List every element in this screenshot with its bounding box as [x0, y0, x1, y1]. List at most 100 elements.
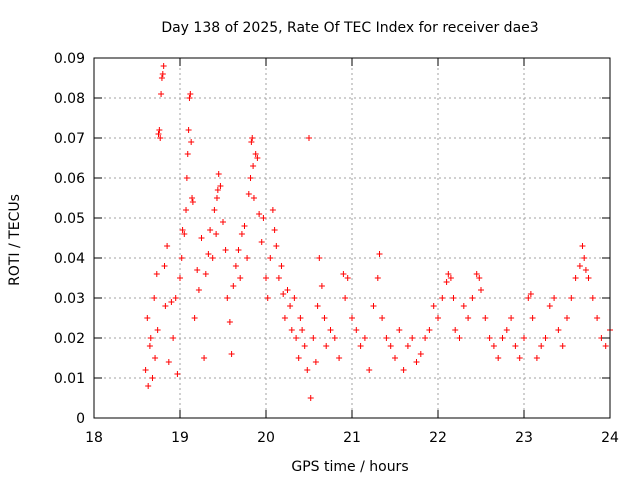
x-tick-label: 22: [429, 430, 447, 446]
x-tick-label: 19: [171, 430, 189, 446]
data-point: [281, 315, 288, 321]
data-point: [188, 139, 195, 145]
data-point: [310, 335, 317, 341]
data-point: [258, 239, 265, 245]
data-point: [164, 243, 171, 249]
data-point: [217, 183, 224, 189]
data-point: [426, 327, 433, 333]
data-point: [244, 255, 251, 261]
data-point: [409, 335, 416, 341]
data-point: [260, 215, 267, 221]
data-point: [581, 255, 588, 261]
y-tick-label: 0.04: [54, 251, 85, 267]
y-tick-label: 0.09: [54, 51, 85, 67]
x-tick-label: 20: [257, 430, 275, 446]
data-point: [249, 135, 256, 141]
data-point: [215, 171, 222, 177]
data-point: [172, 295, 179, 301]
data-point: [404, 343, 411, 349]
data-point: [162, 303, 169, 309]
data-point: [256, 211, 263, 217]
data-point: [198, 235, 205, 241]
y-tick-label: 0.07: [54, 131, 85, 147]
data-point: [201, 355, 208, 361]
data-point: [205, 251, 212, 257]
x-tick-label: 24: [601, 430, 619, 446]
data-point: [439, 295, 446, 301]
data-point: [318, 283, 325, 289]
data-point: [478, 287, 484, 293]
y-tick-label: 0.08: [54, 91, 85, 107]
data-point: [370, 303, 377, 309]
data-point: [516, 355, 523, 361]
data-point: [529, 315, 536, 321]
data-point: [214, 187, 221, 193]
data-point: [344, 275, 351, 281]
data-point: [576, 263, 583, 269]
data-point: [263, 275, 269, 281]
data-point: [152, 355, 159, 361]
data-point: [189, 199, 196, 205]
data-point: [447, 275, 454, 281]
data-points: [142, 63, 613, 401]
x-tick-label: 18: [85, 430, 103, 446]
data-point: [280, 291, 287, 297]
data-point: [189, 195, 196, 201]
data-point: [533, 355, 540, 361]
data-point: [304, 367, 311, 373]
data-point: [278, 263, 285, 269]
data-point: [379, 315, 386, 321]
data-point: [413, 359, 420, 365]
data-point: [161, 263, 168, 269]
data-point: [178, 255, 185, 261]
data-point: [248, 139, 255, 145]
data-point: [396, 327, 403, 333]
data-point: [146, 343, 153, 349]
data-point: [572, 275, 579, 281]
data-point: [184, 151, 191, 157]
data-point: [213, 231, 220, 237]
data-point: [594, 315, 601, 321]
data-point: [316, 255, 323, 261]
data-point: [353, 327, 360, 333]
data-point: [154, 327, 161, 333]
data-point: [224, 295, 231, 301]
data-point: [254, 155, 261, 161]
data-point: [387, 343, 394, 349]
data-point: [275, 275, 282, 281]
data-point: [366, 367, 373, 373]
data-point: [250, 195, 257, 201]
data-point: [170, 335, 177, 341]
data-point: [202, 271, 209, 277]
data-point: [291, 295, 298, 301]
data-point: [307, 395, 314, 401]
data-point: [149, 375, 156, 381]
data-point: [144, 315, 151, 321]
data-point: [361, 335, 368, 341]
data-point: [177, 275, 183, 281]
data-point: [157, 135, 164, 141]
data-point: [183, 175, 190, 181]
data-point: [232, 263, 239, 269]
data-point: [209, 255, 216, 261]
data-point: [153, 271, 160, 277]
data-point: [443, 279, 450, 285]
data-point: [499, 335, 506, 341]
data-point: [327, 327, 334, 333]
data-point: [490, 343, 497, 349]
y-tick-label: 0.05: [54, 211, 85, 227]
data-point: [323, 343, 330, 349]
data-point: [460, 303, 467, 309]
data-point: [301, 343, 308, 349]
data-point: [452, 327, 459, 333]
data-point: [579, 243, 586, 249]
data-point: [336, 355, 343, 361]
data-point: [527, 291, 534, 297]
data-point: [207, 227, 214, 233]
y-axis-title: ROTI / TECUs: [7, 194, 23, 286]
data-point: [211, 207, 218, 213]
data-point: [602, 343, 609, 349]
data-point: [264, 295, 271, 301]
data-point: [226, 319, 233, 325]
